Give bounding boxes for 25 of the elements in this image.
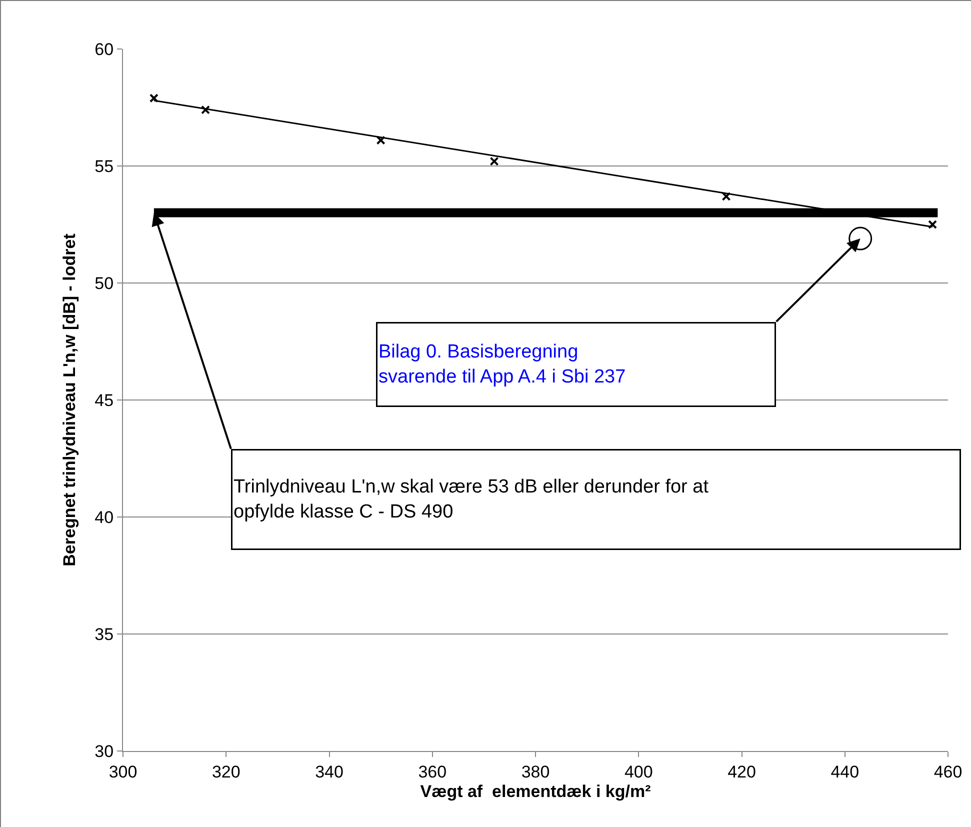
point [376, 136, 386, 145]
x-tick-label: 440 [830, 762, 860, 782]
x-tick-label: 420 [728, 762, 756, 782]
x-tick-label: 380 [521, 762, 550, 782]
point [722, 192, 731, 201]
point [848, 226, 872, 250]
x-tick-label: 340 [315, 762, 344, 782]
y-tick-label: 35 [94, 624, 114, 644]
y-tick-label: 50 [94, 274, 114, 293]
x-axis-title: Vægt af elementdæk i kg/m² [420, 782, 652, 801]
x-tick-label: 460 [934, 762, 962, 782]
y-axis-title: Beregnet trinlydniveau L'n,w [dB] - lodret [60, 233, 80, 566]
y-tick-label: 55 [94, 156, 114, 176]
x-tick-label: 360 [418, 762, 447, 782]
x-tick-label: 300 [108, 762, 138, 782]
point [201, 105, 210, 114]
annotation: Bilag 0. Basisberegning svarende til App A.4 i Sbi 237 [378, 342, 626, 388]
x-tick-label: 400 [624, 762, 653, 782]
y-tick-label: 40 [94, 508, 114, 527]
y-tick-label: 45 [94, 390, 114, 410]
y-tick-label: 30 [94, 742, 114, 761]
y-tick-label: 60 [94, 40, 114, 59]
point [490, 156, 499, 166]
annotation: Trinlydniveau L'n,w skal være 53 dB eller derunder for at opfylde klasse C - DS 490 [234, 476, 710, 522]
x-tick-label: 320 [212, 762, 240, 782]
